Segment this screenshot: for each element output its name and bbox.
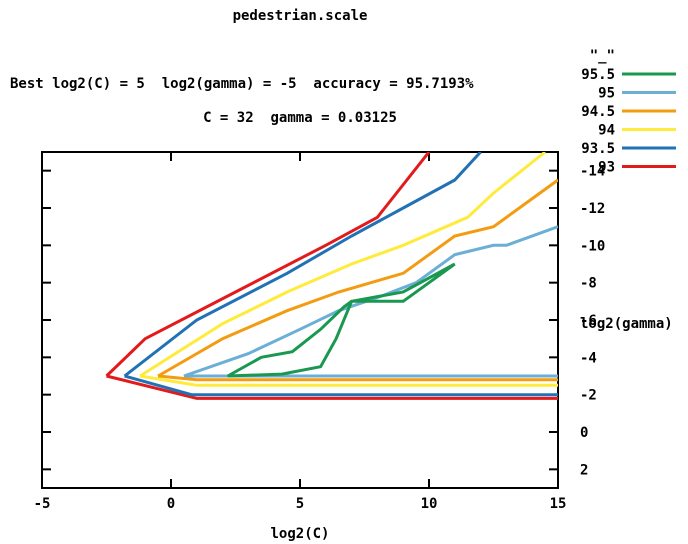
series-line-95: [183, 225, 558, 378]
y-tick-label: -8: [580, 276, 597, 292]
x-tick-label: 0: [167, 496, 175, 512]
legend-label: 95: [598, 86, 615, 102]
y-axis-label: log2(gamma): [580, 316, 673, 332]
legend-label: 93.5: [581, 141, 615, 157]
legend-title: "_": [590, 48, 615, 64]
legend-label: 93: [598, 160, 615, 176]
legend-label: 94: [598, 123, 615, 139]
x-tick-label: 15: [550, 496, 567, 512]
chart-subtitle-params: C = 32 gamma = 0.03125: [203, 110, 397, 126]
y-tick-label: -14: [580, 164, 605, 180]
series-tail-94.5: [157, 374, 558, 382]
x-tick-label: 5: [296, 496, 304, 512]
y-tick-label: -10: [580, 238, 605, 254]
series-line-93.5: [123, 152, 482, 378]
y-tick-label: 0: [580, 425, 588, 441]
y-tick-label: -6: [580, 313, 597, 329]
y-tick-label: 2: [580, 462, 588, 478]
series-line-94.5: [157, 178, 558, 378]
series-line-94: [139, 152, 547, 378]
y-tick-label: -2: [580, 388, 597, 404]
legend-label: 94.5: [581, 104, 615, 120]
series-tail-93: [106, 374, 558, 400]
x-tick-label: 10: [421, 496, 438, 512]
series-tail-93.5: [124, 374, 558, 397]
series-line-95.5: [227, 262, 456, 378]
y-tick-label: -4: [580, 350, 597, 366]
plot-frame: [41, 151, 559, 489]
x-axis-label: log2(C): [270, 526, 330, 542]
x-tick-label: -5: [34, 496, 51, 512]
series-line-93: [105, 152, 431, 378]
series-tail-94: [139, 374, 558, 387]
chart-subtitle-best: Best log2(C) = 5 log2(gamma) = -5 accura…: [10, 76, 474, 92]
chart-title: pedestrian.scale: [232, 8, 368, 24]
legend-label: 95.5: [581, 67, 615, 83]
y-tick-label: -12: [580, 201, 605, 217]
